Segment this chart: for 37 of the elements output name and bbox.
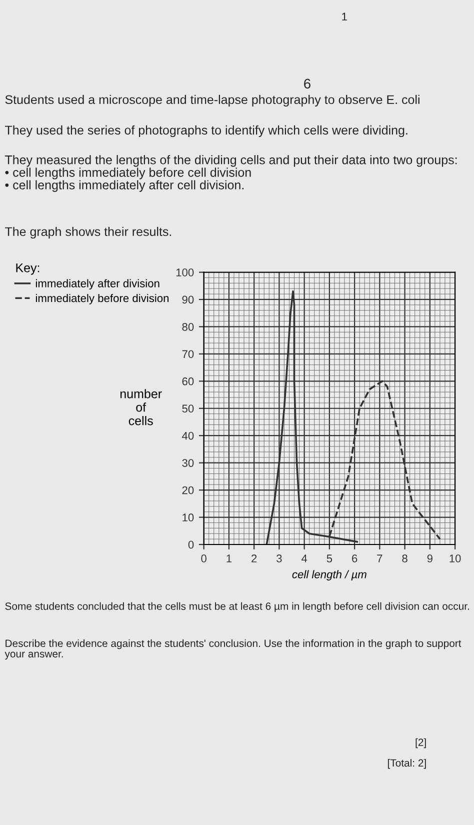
y-tick-label: 0 xyxy=(188,540,194,549)
text: [Total: 2] xyxy=(388,759,426,769)
y-tick-label: 90 xyxy=(182,296,194,304)
x-tick-label: 8 xyxy=(402,554,408,562)
legend-label: immediately after division xyxy=(36,279,160,290)
y-tick-label: 10 xyxy=(182,514,194,522)
y-tick-label: 60 xyxy=(182,377,194,386)
y-tick-label: 40 xyxy=(182,432,194,440)
x-tick-label: 1 xyxy=(226,554,232,562)
x-tick-label: 3 xyxy=(276,554,282,562)
x-tick-label: 4 xyxy=(301,554,308,562)
y-tick-label: 100 xyxy=(176,268,194,276)
x-tick-label: 7 xyxy=(377,554,382,562)
legend-title: Key: xyxy=(16,264,40,275)
text: They measured the lengths of the dividing cells and put their data into two groups: • cell lengths immediately before cell division • cell lengths immediately after cell division. xyxy=(5,155,457,192)
text: 6 xyxy=(304,78,310,89)
text: Some students concluded that the cells must be at least 6 µm in length before cell division can occur. xyxy=(5,602,469,612)
text: Describe the evidence against the students' conclusion. Use the information in the graph to support your answer. xyxy=(4,639,462,660)
x-tick-label: 0 xyxy=(201,554,206,562)
y-tick-label: 70 xyxy=(182,350,194,358)
text: 1 xyxy=(342,12,347,20)
y-tick-label: 80 xyxy=(182,322,194,331)
text: [2] xyxy=(416,738,426,748)
x-tick-label: 6 xyxy=(352,554,358,562)
y-axis-title: number of cells xyxy=(120,389,162,426)
x-axis-title: cell length / µm xyxy=(292,570,366,580)
y-tick-label: 30 xyxy=(182,459,194,467)
y-tick-label: 50 xyxy=(182,404,194,413)
x-tick-label: 2 xyxy=(252,554,257,562)
y-tick-label: 20 xyxy=(182,486,194,494)
text: They used the series of photographs to identify which cells were dividing. xyxy=(5,125,408,138)
x-tick-label: 9 xyxy=(427,554,432,562)
x-tick-label: 5 xyxy=(326,554,332,562)
legend-label: immediately before division xyxy=(36,294,169,304)
x-tick-label: 10 xyxy=(450,554,461,562)
text: The graph shows their results. xyxy=(5,226,172,239)
text: Students used a microscope and time-lapse photography to observe E. coli xyxy=(5,94,420,107)
